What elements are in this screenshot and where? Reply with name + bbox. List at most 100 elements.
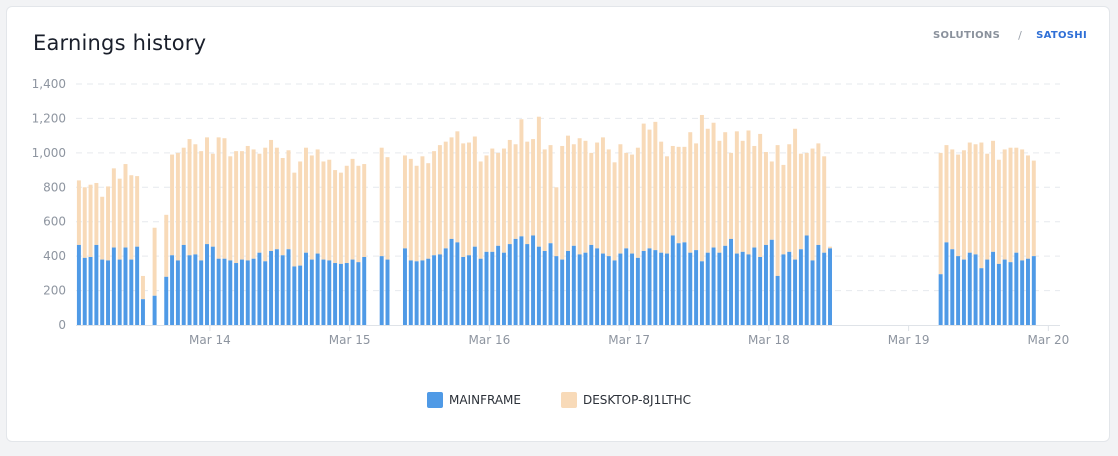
bar-mainframe[interactable] xyxy=(193,254,198,325)
bar-desktop[interactable] xyxy=(199,151,204,261)
bar-desktop[interactable] xyxy=(641,123,646,251)
bar-mainframe[interactable] xyxy=(234,263,239,325)
bar-desktop[interactable] xyxy=(164,214,169,277)
bar-desktop[interactable] xyxy=(583,140,588,253)
bar-desktop[interactable] xyxy=(676,146,681,244)
bar-desktop[interactable] xyxy=(181,147,186,245)
bar-mainframe[interactable] xyxy=(513,238,518,325)
bar-mainframe[interactable] xyxy=(542,250,547,325)
bar-desktop[interactable] xyxy=(414,165,419,262)
bar-desktop[interactable] xyxy=(519,119,524,237)
bar-desktop[interactable] xyxy=(76,180,81,245)
bar-desktop[interactable] xyxy=(595,142,600,249)
bar-mainframe[interactable] xyxy=(152,295,157,325)
bar-mainframe[interactable] xyxy=(653,250,658,325)
bar-mainframe[interactable] xyxy=(956,256,961,325)
bar-mainframe[interactable] xyxy=(274,249,279,325)
bar-desktop[interactable] xyxy=(187,139,192,256)
bar-mainframe[interactable] xyxy=(618,253,623,325)
bar-mainframe[interactable] xyxy=(420,260,425,325)
bar-mainframe[interactable] xyxy=(659,252,664,325)
bar-desktop[interactable] xyxy=(106,186,111,261)
bar-desktop[interactable] xyxy=(775,145,780,276)
bar-desktop[interactable] xyxy=(205,137,209,245)
bar-desktop[interactable] xyxy=(478,161,483,259)
bar-desktop[interactable] xyxy=(665,156,669,254)
bar-desktop[interactable] xyxy=(402,155,407,249)
bar-desktop[interactable] xyxy=(170,154,175,256)
bar-desktop[interactable] xyxy=(472,136,477,247)
bar-mainframe[interactable] xyxy=(286,249,291,325)
bar-mainframe[interactable] xyxy=(525,244,530,325)
bar-desktop[interactable] xyxy=(828,246,832,249)
bar-mainframe[interactable] xyxy=(222,258,227,325)
bar-mainframe[interactable] xyxy=(76,244,81,325)
bar-mainframe[interactable] xyxy=(577,254,582,325)
bar-mainframe[interactable] xyxy=(304,252,308,325)
bar-desktop[interactable] xyxy=(822,156,827,253)
bar-desktop[interactable] xyxy=(239,151,244,260)
bar-desktop[interactable] xyxy=(781,164,786,255)
bar-mainframe[interactable] xyxy=(624,248,629,325)
bar-mainframe[interactable] xyxy=(135,246,140,325)
bar-desktop[interactable] xyxy=(513,144,518,239)
bar-mainframe[interactable] xyxy=(263,261,268,325)
bar-mainframe[interactable] xyxy=(571,245,576,325)
bar-desktop[interactable] xyxy=(967,142,972,253)
bar-desktop[interactable] xyxy=(490,148,495,252)
bar-mainframe[interactable] xyxy=(583,252,588,325)
bar-desktop[interactable] xyxy=(408,158,413,261)
bar-desktop[interactable] xyxy=(763,151,768,245)
bar-mainframe[interactable] xyxy=(711,247,716,325)
bar-mainframe[interactable] xyxy=(88,257,93,325)
bar-mainframe[interactable] xyxy=(432,255,437,325)
bar-desktop[interactable] xyxy=(746,130,751,255)
bar-mainframe[interactable] xyxy=(478,258,483,325)
bar-desktop[interactable] xyxy=(286,150,291,250)
bar-mainframe[interactable] xyxy=(641,250,646,325)
bar-desktop[interactable] xyxy=(461,143,466,258)
bar-desktop[interactable] xyxy=(484,155,489,252)
bar-desktop[interactable] xyxy=(338,172,343,264)
bar-desktop[interactable] xyxy=(111,168,116,248)
bar-desktop[interactable] xyxy=(82,187,87,258)
bar-mainframe[interactable] xyxy=(769,239,774,325)
bar-desktop[interactable] xyxy=(635,147,640,258)
bar-desktop[interactable] xyxy=(362,164,367,258)
bar-desktop[interactable] xyxy=(1020,149,1025,261)
bar-mainframe[interactable] xyxy=(327,260,332,325)
bar-mainframe[interactable] xyxy=(117,259,122,325)
bar-desktop[interactable] xyxy=(961,150,966,260)
bar-mainframe[interactable] xyxy=(694,250,699,325)
bar-desktop[interactable] xyxy=(973,144,978,255)
bar-mainframe[interactable] xyxy=(455,242,460,325)
bar-mainframe[interactable] xyxy=(321,259,326,325)
bar-mainframe[interactable] xyxy=(170,255,175,325)
bar-mainframe[interactable] xyxy=(350,259,355,325)
bar-desktop[interactable] xyxy=(536,116,541,247)
bar-mainframe[interactable] xyxy=(705,252,710,325)
bar-mainframe[interactable] xyxy=(292,266,297,325)
bar-desktop[interactable] xyxy=(723,132,728,246)
bar-desktop[interactable] xyxy=(729,152,734,239)
bar-mainframe[interactable] xyxy=(758,257,763,325)
bar-desktop[interactable] xyxy=(996,159,1001,264)
bar-desktop[interactable] xyxy=(350,158,355,260)
bar-desktop[interactable] xyxy=(670,145,675,236)
bar-mainframe[interactable] xyxy=(554,256,559,325)
bar-mainframe[interactable] xyxy=(1031,256,1036,325)
bar-desktop[interactable] xyxy=(787,144,792,252)
bar-mainframe[interactable] xyxy=(461,257,466,325)
bar-desktop[interactable] xyxy=(175,152,180,261)
bar-desktop[interactable] xyxy=(816,143,821,245)
bar-mainframe[interactable] xyxy=(228,260,233,325)
bar-desktop[interactable] xyxy=(752,145,757,248)
bar-desktop[interactable] xyxy=(1002,149,1007,260)
bar-mainframe[interactable] xyxy=(257,252,262,325)
bar-mainframe[interactable] xyxy=(315,253,320,325)
bar-mainframe[interactable] xyxy=(239,259,244,325)
bar-mainframe[interactable] xyxy=(1008,262,1013,325)
bar-desktop[interactable] xyxy=(333,170,338,264)
bar-mainframe[interactable] xyxy=(379,256,384,325)
bar-desktop[interactable] xyxy=(950,149,955,250)
